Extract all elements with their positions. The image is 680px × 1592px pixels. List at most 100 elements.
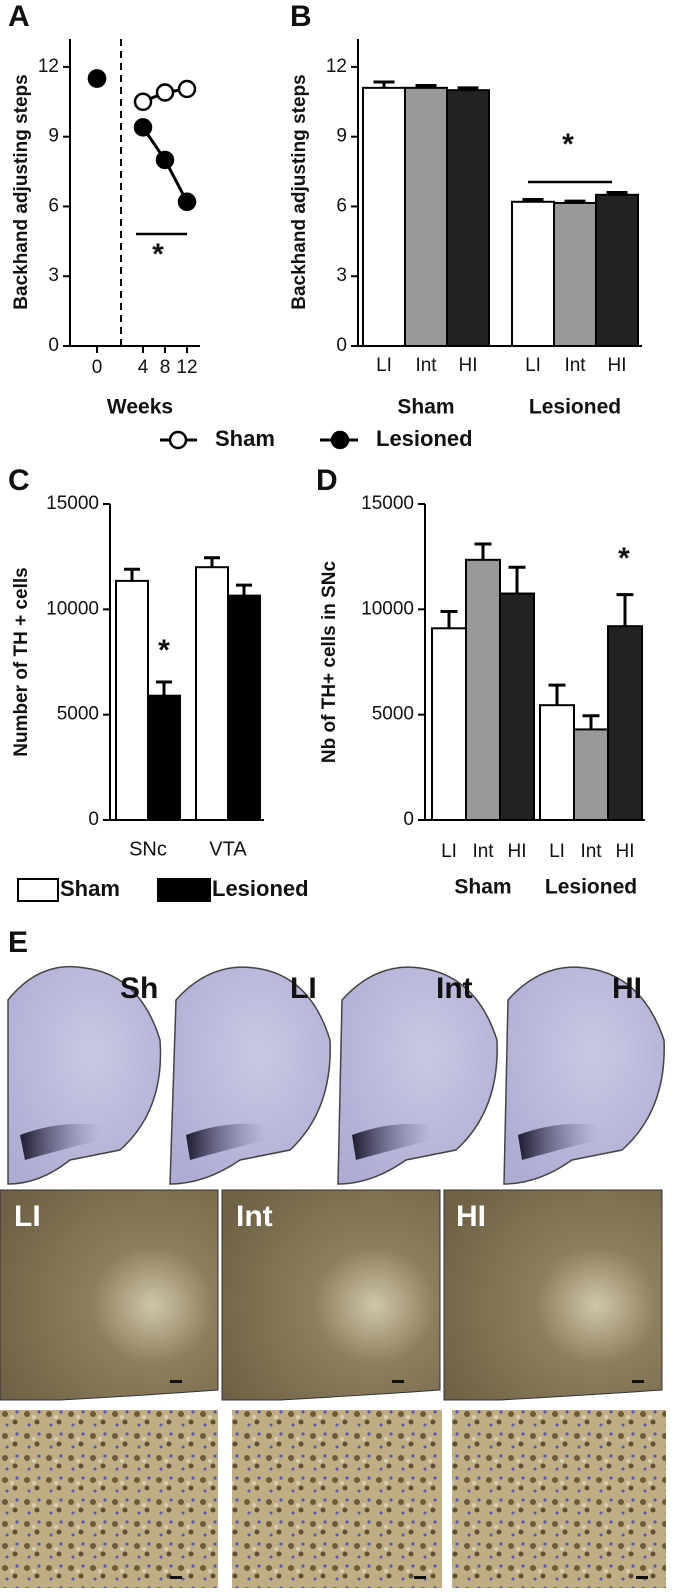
- legend-label: Sham: [215, 426, 275, 451]
- y-axis-label: Backhand adjusting steps: [11, 74, 32, 309]
- bar: [511, 200, 555, 347]
- scale-bar: [636, 1576, 648, 1579]
- group-label: Lesioned: [529, 396, 621, 419]
- error-bar: [124, 567, 140, 581]
- image-label: LI: [14, 1200, 41, 1233]
- error-bar: [440, 609, 458, 629]
- y-tick-label: 5000: [372, 704, 414, 725]
- x-tick-label: LI: [376, 355, 392, 376]
- y-tick-label: 0: [403, 809, 414, 830]
- bottom-row: [0, 1410, 666, 1588]
- middle-row: [0, 1189, 663, 1401]
- x-axis-label: Weeks: [107, 396, 173, 419]
- bar: [147, 694, 181, 821]
- x-tick-label: Int: [564, 355, 586, 376]
- panel-label: C: [8, 464, 30, 497]
- y-tick-label: 12: [38, 56, 59, 77]
- error-bar: [582, 714, 600, 730]
- snc-stain: [20, 1123, 100, 1160]
- y-tick-label: 10000: [46, 598, 99, 619]
- bar: [431, 627, 467, 821]
- x-tick-label: HI: [616, 841, 635, 862]
- micrograph: [232, 1410, 442, 1588]
- bar: [404, 86, 448, 347]
- panel-label: B: [290, 0, 312, 33]
- x-tick-label: HI: [608, 355, 627, 376]
- panel-label: E: [8, 926, 28, 959]
- error-bar: [606, 191, 628, 195]
- significance-mark: *: [562, 128, 574, 161]
- micrograph: [0, 1410, 218, 1588]
- legend-marker: [168, 430, 188, 450]
- histology-images: [0, 958, 666, 1588]
- error-bar: [204, 556, 220, 568]
- bar: [362, 86, 406, 347]
- x-tick-label: Int: [580, 841, 602, 862]
- x-tick-label: LI: [441, 841, 457, 862]
- y-tick-label: 15000: [46, 493, 99, 514]
- image-label: HI: [612, 972, 642, 1005]
- data-point: [87, 69, 107, 88]
- bar: [227, 594, 261, 822]
- image-label: LI: [290, 972, 317, 1005]
- error-bar: [616, 593, 634, 627]
- legend-swatch: [17, 878, 59, 902]
- bar: [499, 592, 535, 821]
- significance-mark: *: [158, 634, 170, 667]
- x-tick-label: LI: [549, 841, 565, 862]
- bar: [607, 625, 643, 821]
- significance-mark: *: [618, 542, 630, 575]
- error-bar: [156, 680, 172, 696]
- error-bar: [457, 86, 479, 91]
- data-point: [133, 92, 153, 112]
- bar: [115, 579, 149, 821]
- data-point: [177, 192, 197, 212]
- error-bar: [548, 683, 566, 706]
- top-row: [0, 958, 665, 1185]
- error-bar: [522, 197, 544, 202]
- y-tick-label: 10000: [361, 598, 414, 619]
- x-tick-label: VTA: [209, 838, 247, 860]
- x-tick-label: Int: [472, 841, 494, 862]
- group-label: Sham: [454, 876, 511, 899]
- scale-bar: [170, 1576, 182, 1579]
- scale-bar: [632, 1380, 644, 1383]
- y-tick-label: 0: [48, 335, 59, 356]
- y-tick-label: 5000: [57, 704, 99, 725]
- significance-mark: *: [152, 238, 164, 271]
- error-bar: [474, 542, 492, 560]
- image-label: Sh: [120, 972, 158, 1005]
- legend-label: Sham: [60, 876, 120, 901]
- y-tick-label: 0: [336, 335, 347, 356]
- legend-swatch: [157, 878, 211, 902]
- error-bar: [236, 583, 252, 596]
- micrograph: [452, 1410, 666, 1588]
- legend-label: Lesioned: [376, 426, 473, 451]
- x-tick-label: HI: [508, 841, 527, 862]
- legend-marker: [330, 430, 350, 450]
- x-tick-label: 8: [160, 357, 171, 378]
- data-point: [155, 150, 175, 170]
- bar: [553, 201, 597, 347]
- snc-stain: [518, 1123, 598, 1160]
- panel-label: A: [8, 0, 30, 33]
- data-point: [133, 118, 153, 137]
- image-label: Int: [436, 972, 473, 1005]
- x-tick-label: 4: [138, 357, 149, 378]
- error-bar: [508, 565, 526, 594]
- bar: [573, 728, 609, 821]
- group-label: Sham: [397, 396, 454, 419]
- y-tick-label: 9: [48, 126, 59, 147]
- scale-bar: [170, 1380, 182, 1383]
- y-axis-label: Number of TH + cells: [11, 567, 32, 757]
- y-tick-label: 3: [48, 265, 59, 286]
- x-tick-label: LI: [525, 355, 541, 376]
- x-tick-label: 12: [176, 357, 197, 378]
- y-tick-label: 15000: [361, 493, 414, 514]
- bar: [539, 704, 575, 821]
- y-tick-label: 3: [336, 265, 347, 286]
- y-tick-label: 6: [336, 195, 347, 216]
- legend-label: Lesioned: [212, 876, 309, 901]
- bar: [465, 558, 501, 821]
